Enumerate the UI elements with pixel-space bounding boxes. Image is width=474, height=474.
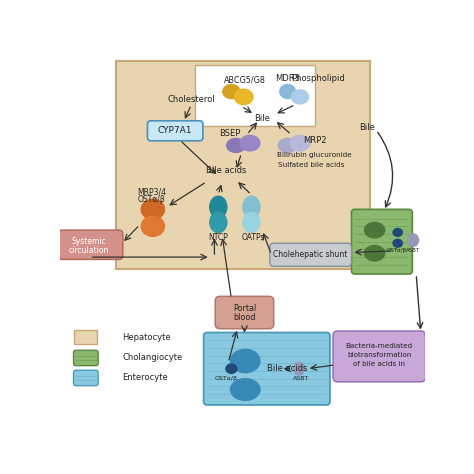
Text: Systemic: Systemic (72, 237, 106, 246)
Ellipse shape (140, 216, 165, 237)
Text: blood: blood (233, 313, 255, 322)
Text: OATPs: OATPs (241, 233, 264, 242)
Ellipse shape (239, 135, 261, 152)
Text: Enterocyte: Enterocyte (122, 374, 168, 383)
Text: OSTα/β: OSTα/β (387, 248, 407, 254)
Ellipse shape (364, 222, 385, 238)
Ellipse shape (242, 195, 261, 219)
Text: Bile acids: Bile acids (206, 166, 246, 175)
Text: Sulfated bile acids: Sulfated bile acids (278, 162, 345, 168)
Text: Hepatocyte: Hepatocyte (122, 333, 171, 342)
FancyBboxPatch shape (204, 333, 330, 405)
Text: Portal: Portal (233, 304, 256, 313)
Text: ASBT: ASBT (406, 248, 420, 254)
PathPatch shape (116, 61, 370, 269)
Text: ASBT: ASBT (292, 376, 309, 381)
Text: Cholangiocyte: Cholangiocyte (122, 354, 182, 363)
Ellipse shape (225, 364, 237, 374)
PathPatch shape (74, 330, 97, 344)
FancyBboxPatch shape (270, 243, 352, 266)
Ellipse shape (140, 199, 165, 220)
Text: MDR3: MDR3 (275, 74, 300, 83)
Ellipse shape (242, 212, 261, 233)
FancyBboxPatch shape (352, 210, 412, 274)
Text: Bilirubin glucuronide: Bilirubin glucuronide (277, 153, 352, 158)
FancyBboxPatch shape (58, 230, 123, 259)
Ellipse shape (234, 89, 254, 105)
Text: CYP7A1: CYP7A1 (158, 126, 192, 135)
Text: OSTα/β: OSTα/β (214, 376, 237, 381)
Text: Bile: Bile (254, 114, 270, 123)
Ellipse shape (291, 89, 309, 105)
Text: circulation: circulation (69, 246, 109, 255)
Text: Bile: Bile (359, 123, 375, 132)
Ellipse shape (289, 135, 310, 152)
FancyBboxPatch shape (215, 296, 273, 328)
Ellipse shape (209, 195, 228, 219)
Ellipse shape (230, 349, 261, 374)
Text: of bile acids in: of bile acids in (353, 361, 405, 367)
FancyBboxPatch shape (147, 121, 203, 141)
FancyBboxPatch shape (333, 331, 425, 382)
Text: MRP2: MRP2 (303, 136, 326, 145)
Ellipse shape (407, 233, 419, 247)
FancyBboxPatch shape (73, 350, 98, 365)
Text: biotransformation: biotransformation (347, 352, 411, 358)
Ellipse shape (222, 84, 241, 99)
Ellipse shape (226, 138, 246, 153)
Ellipse shape (230, 378, 261, 401)
Text: OSTα/β: OSTα/β (137, 195, 165, 204)
Text: Bacteria-mediated: Bacteria-mediated (346, 343, 413, 349)
PathPatch shape (195, 64, 315, 126)
Ellipse shape (364, 245, 385, 262)
Text: NTCP: NTCP (209, 233, 228, 242)
FancyBboxPatch shape (73, 370, 98, 386)
Ellipse shape (209, 212, 228, 233)
Text: Bile acids: Bile acids (267, 364, 308, 373)
Text: BSEP: BSEP (219, 129, 240, 138)
Ellipse shape (392, 238, 403, 248)
Ellipse shape (392, 228, 403, 237)
Text: ABCG5/G8: ABCG5/G8 (224, 75, 266, 84)
Text: Cholehepatic shunt: Cholehepatic shunt (273, 250, 348, 259)
Text: MRP3/4: MRP3/4 (137, 187, 166, 196)
Text: Cholesterol: Cholesterol (167, 95, 215, 104)
Ellipse shape (293, 362, 305, 376)
Text: Phospholipid: Phospholipid (292, 74, 345, 83)
Ellipse shape (279, 84, 296, 99)
Ellipse shape (278, 138, 298, 153)
